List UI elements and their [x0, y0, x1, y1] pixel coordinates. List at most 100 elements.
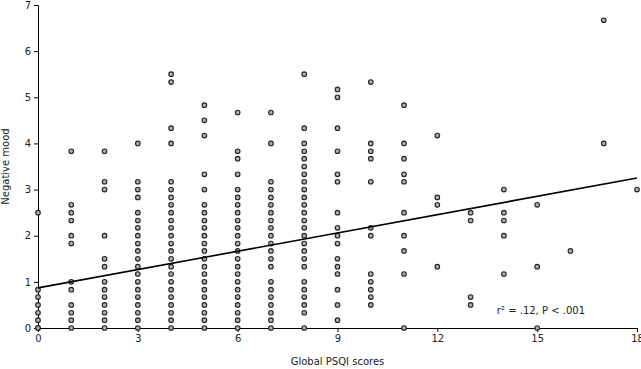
point	[169, 179, 174, 184]
point	[302, 210, 307, 215]
point	[535, 264, 540, 269]
point	[169, 295, 174, 300]
point	[302, 179, 307, 184]
point	[269, 287, 274, 292]
point	[69, 218, 74, 223]
point	[269, 195, 274, 200]
point	[102, 179, 107, 184]
point	[302, 195, 307, 200]
point	[102, 295, 107, 300]
point	[136, 233, 141, 238]
point	[136, 218, 141, 223]
tick-label: 15	[531, 333, 544, 344]
annotation: r² = .12, P < .001	[497, 305, 585, 316]
point	[435, 195, 440, 200]
point	[235, 218, 240, 223]
point	[202, 241, 207, 246]
point	[302, 241, 307, 246]
point	[269, 110, 274, 115]
point	[36, 310, 41, 315]
point	[368, 295, 373, 300]
point	[136, 241, 141, 246]
point	[136, 210, 141, 215]
point	[202, 187, 207, 192]
point	[269, 249, 274, 254]
point	[169, 287, 174, 292]
point	[102, 287, 107, 292]
point	[269, 187, 274, 192]
point	[335, 149, 340, 154]
point	[335, 210, 340, 215]
point	[302, 303, 307, 308]
point	[136, 272, 141, 277]
point	[69, 210, 74, 215]
point	[235, 318, 240, 323]
point	[335, 126, 340, 131]
point	[302, 280, 307, 285]
point	[69, 310, 74, 315]
point	[235, 303, 240, 308]
point	[302, 256, 307, 261]
tick: 2	[25, 230, 38, 241]
point	[169, 264, 174, 269]
point	[335, 256, 340, 261]
point	[169, 210, 174, 215]
point	[235, 210, 240, 215]
point	[302, 326, 307, 331]
point	[368, 280, 373, 285]
point	[102, 280, 107, 285]
point	[69, 303, 74, 308]
point	[302, 264, 307, 269]
point	[335, 272, 340, 277]
point	[235, 172, 240, 177]
point	[136, 280, 141, 285]
point	[102, 326, 107, 331]
point	[335, 233, 340, 238]
point	[169, 280, 174, 285]
point	[435, 202, 440, 207]
point	[302, 141, 307, 146]
point	[302, 218, 307, 223]
point	[601, 141, 606, 146]
axis-line	[39, 329, 638, 333]
point	[36, 326, 41, 331]
point	[36, 210, 41, 215]
point	[302, 233, 307, 238]
point	[36, 318, 41, 323]
x-axis-title: Global PSQI scores	[291, 356, 385, 367]
point	[269, 256, 274, 261]
point	[269, 295, 274, 300]
point	[502, 210, 507, 215]
point	[202, 133, 207, 138]
tick: 1	[25, 277, 38, 288]
point	[102, 303, 107, 308]
point	[169, 233, 174, 238]
point	[102, 310, 107, 315]
point	[302, 249, 307, 254]
point	[202, 202, 207, 207]
point	[468, 210, 473, 215]
point	[269, 202, 274, 207]
point	[36, 303, 41, 308]
point	[402, 326, 407, 331]
point	[102, 149, 107, 154]
point	[102, 233, 107, 238]
point	[235, 272, 240, 277]
point	[368, 272, 373, 277]
point	[635, 187, 640, 192]
point	[202, 272, 207, 277]
point	[202, 303, 207, 308]
point	[269, 310, 274, 315]
point	[235, 195, 240, 200]
point	[169, 195, 174, 200]
chart: 036912151801234567Global PSQI scoresNega…	[0, 0, 641, 369]
point	[302, 126, 307, 131]
point	[136, 195, 141, 200]
point	[468, 303, 473, 308]
tick-label: 3	[25, 184, 31, 195]
tick-label: 4	[25, 138, 31, 149]
point	[269, 303, 274, 308]
point	[102, 264, 107, 269]
tick: 6	[25, 46, 38, 57]
point	[402, 179, 407, 184]
